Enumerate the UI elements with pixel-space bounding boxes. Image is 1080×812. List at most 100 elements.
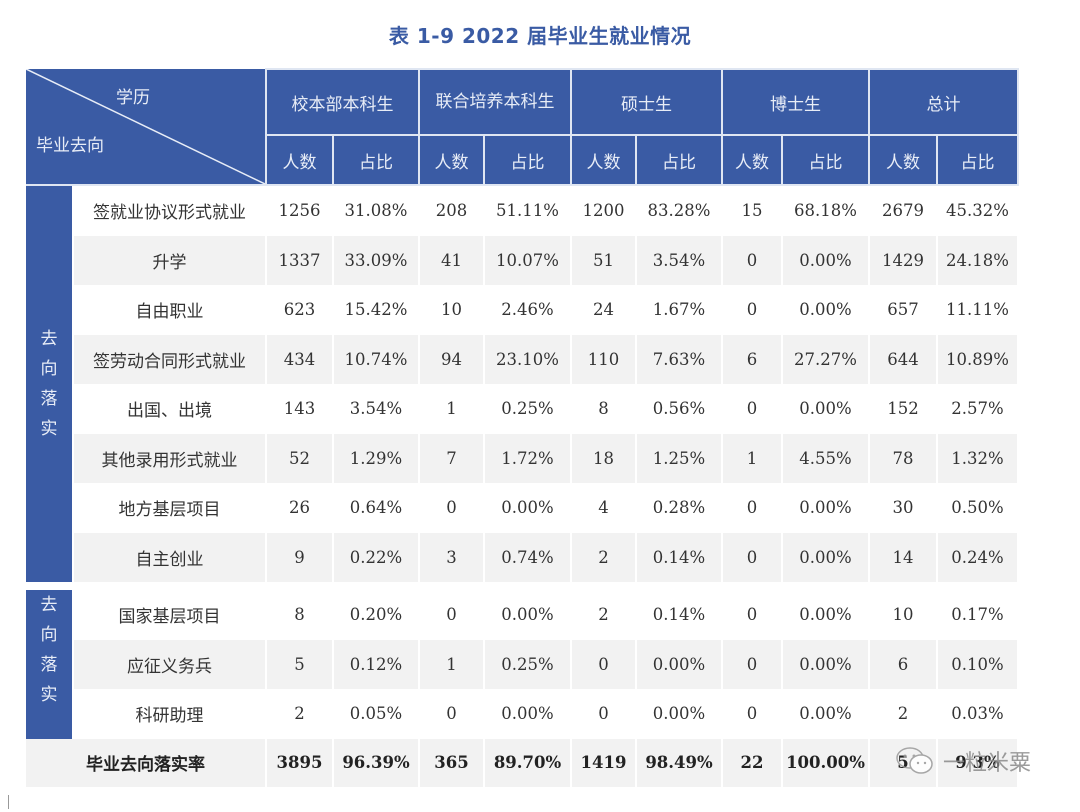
ratio-cell: 0.00% xyxy=(636,689,723,739)
count-cell: 1429 xyxy=(869,235,938,285)
ratio-cell: 0.74% xyxy=(484,532,572,582)
total-row: 毕业去向落实率 3895 96.39% 365 89.70% 1419 98.49% 22 10… xyxy=(26,738,1019,787)
count-cell: 14 xyxy=(869,532,938,582)
count-cell: 8 xyxy=(571,384,637,434)
count-cell: 0 xyxy=(722,285,783,335)
ratio-cell: 4.55% xyxy=(782,433,870,483)
total-count-cell: 1419 xyxy=(571,738,637,787)
ratio-cell: 83.28% xyxy=(636,185,723,236)
table-row: 自主创业 9 0.22% 3 0.74% 2 0.14% 0 0.00% 14 0.24% xyxy=(26,532,1019,582)
count-cell: 152 xyxy=(869,384,938,434)
ratio-cell: 27.27% xyxy=(782,334,870,384)
table-row: 地方基层项目 26 0.64% 0 0.00% 4 0.28% 0 0.00% 30 0.50% xyxy=(26,483,1019,533)
count-cell: 623 xyxy=(266,285,334,335)
count-cell: 94 xyxy=(419,334,485,384)
subheader-ratio: 占比 xyxy=(483,134,572,186)
ratio-cell: 0.00% xyxy=(782,590,870,640)
ratio-cell: 0.20% xyxy=(333,590,420,640)
header-destination: 毕业去向 xyxy=(36,136,104,156)
ratio-cell: 0.00% xyxy=(782,639,870,689)
ratio-cell: 10.89% xyxy=(937,334,1019,384)
total-ratio-cell: 98.49% xyxy=(636,738,723,787)
ratio-cell: 0.28% xyxy=(636,483,723,533)
row-label: 科研助理 xyxy=(73,689,267,739)
count-cell: 5 xyxy=(266,639,334,689)
section-gap xyxy=(26,582,1019,590)
row-label: 出国、出境 xyxy=(73,384,267,434)
count-cell: 52 xyxy=(266,433,334,483)
row-label: 应征义务兵 xyxy=(73,639,267,689)
section-side-label: 去向落实 xyxy=(26,590,74,739)
subheader-count: 人数 xyxy=(868,134,938,186)
count-cell: 2679 xyxy=(869,185,938,236)
employment-table: 学历 毕业去向 校本部本科生 联合培养本科生 硕士生 博士生 总计 人数 占比 … xyxy=(26,68,1019,787)
count-cell: 0 xyxy=(722,639,783,689)
count-cell: 6 xyxy=(869,639,938,689)
row-label: 自主创业 xyxy=(73,532,267,582)
count-cell: 2 xyxy=(869,689,938,739)
side-label-char: 去 xyxy=(40,329,58,349)
count-cell: 24 xyxy=(571,285,637,335)
table-row: 其他录用形式就业 52 1.29% 7 1.72% 18 1.25% 1 4.55% 78 1.32… xyxy=(26,433,1019,483)
ratio-cell: 3.54% xyxy=(636,235,723,285)
ratio-cell: 24.18% xyxy=(937,235,1019,285)
ratio-cell: 0.14% xyxy=(636,532,723,582)
count-cell: 4 xyxy=(571,483,637,533)
page-edge-mark xyxy=(8,795,9,809)
subheader-count: 人数 xyxy=(418,134,485,186)
ratio-cell: 0.25% xyxy=(484,639,572,689)
ratio-cell: 2.46% xyxy=(484,285,572,335)
subheader-count: 人数 xyxy=(721,134,783,186)
count-cell: 0 xyxy=(722,532,783,582)
ratio-cell: 0.64% xyxy=(333,483,420,533)
total-label: 毕业去向落实率 xyxy=(26,738,267,787)
side-label-char: 向 xyxy=(40,625,58,645)
table-row: 科研助理 2 0.05% 0 0.00% 0 0.00% 0 0.00% 2 0.03% xyxy=(26,689,1019,739)
count-cell: 2 xyxy=(266,689,334,739)
total-count-cell: 3895 xyxy=(266,738,334,787)
count-cell: 8 xyxy=(266,590,334,640)
count-cell: 1256 xyxy=(266,185,334,236)
ratio-cell: 0.00% xyxy=(484,483,572,533)
ratio-cell: 0.00% xyxy=(782,285,870,335)
count-cell: 18 xyxy=(571,433,637,483)
subheader-count: 人数 xyxy=(570,134,637,186)
section-side-label: 去向落实 xyxy=(26,185,74,582)
table-row: 升学 1337 33.09% 41 10.07% 51 3.54% 0 0.00% 1429 24.… xyxy=(26,235,1019,285)
count-cell: 3 xyxy=(419,532,485,582)
count-cell: 434 xyxy=(266,334,334,384)
ratio-cell: 0.00% xyxy=(782,532,870,582)
ratio-cell: 0.25% xyxy=(484,384,572,434)
group-header: 校本部本科生 xyxy=(265,68,420,136)
count-cell: 1200 xyxy=(571,185,637,236)
ratio-cell: 0.00% xyxy=(782,483,870,533)
ratio-cell: 0.24% xyxy=(937,532,1019,582)
count-cell: 0 xyxy=(722,483,783,533)
watermark: 一粒米粟 xyxy=(895,745,1031,777)
group-header: 硕士生 xyxy=(570,68,723,136)
ratio-cell: 31.08% xyxy=(333,185,420,236)
count-cell: 0 xyxy=(571,639,637,689)
side-label-char: 落 xyxy=(40,389,58,409)
ratio-cell: 0.10% xyxy=(937,639,1019,689)
ratio-cell: 1.29% xyxy=(333,433,420,483)
count-cell: 143 xyxy=(266,384,334,434)
row-label: 自由职业 xyxy=(73,285,267,335)
count-cell: 41 xyxy=(419,235,485,285)
ratio-cell: 0.12% xyxy=(333,639,420,689)
header-education: 学历 xyxy=(116,88,150,108)
ratio-cell: 0.00% xyxy=(782,235,870,285)
side-label-char: 实 xyxy=(40,419,58,439)
count-cell: 1 xyxy=(722,433,783,483)
wechat-icon xyxy=(896,747,933,774)
count-cell: 10 xyxy=(869,590,938,640)
side-label-char: 落 xyxy=(40,655,58,675)
count-cell: 78 xyxy=(869,433,938,483)
total-ratio-cell: 9 3% xyxy=(937,738,1019,787)
row-label: 其他录用形式就业 xyxy=(73,433,267,483)
count-cell: 15 xyxy=(722,185,783,236)
ratio-cell: 10.74% xyxy=(333,334,420,384)
group-header: 总计 xyxy=(868,68,1019,136)
ratio-cell: 0.00% xyxy=(782,689,870,739)
count-cell: 51 xyxy=(571,235,637,285)
